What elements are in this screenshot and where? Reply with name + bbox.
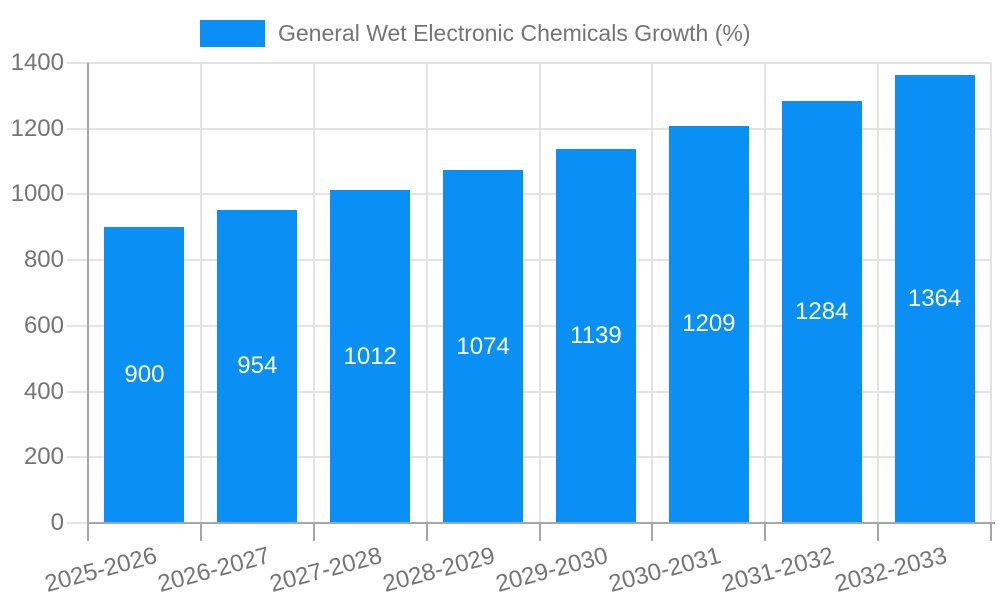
y-axis-tick bbox=[67, 193, 88, 196]
x-axis-tick bbox=[425, 523, 428, 541]
y-axis-tick bbox=[67, 62, 88, 64]
gridline-vertical bbox=[877, 63, 880, 523]
y-axis-label: 600 bbox=[23, 311, 64, 339]
y-axis-line bbox=[87, 63, 89, 541]
x-axis-label: 2026-2027 bbox=[154, 542, 273, 598]
y-axis-label: 400 bbox=[23, 377, 64, 405]
x-axis-label: 2032-2033 bbox=[831, 542, 950, 598]
legend-swatch-icon bbox=[200, 20, 265, 47]
bar[interactable]: 954 bbox=[217, 209, 298, 523]
x-axis-label: 2027-2028 bbox=[267, 542, 386, 598]
bar-value-label: 1364 bbox=[907, 284, 962, 312]
bar-value-label: 1012 bbox=[343, 342, 397, 370]
bar[interactable]: 900 bbox=[104, 227, 185, 523]
y-axis-tick bbox=[67, 456, 88, 459]
gridline-vertical bbox=[651, 63, 654, 523]
x-axis-line bbox=[87, 522, 995, 524]
bar[interactable]: 1364 bbox=[894, 74, 975, 523]
y-axis-tick bbox=[67, 127, 88, 130]
gridline-vertical bbox=[312, 63, 315, 523]
bar-value-label: 900 bbox=[124, 361, 165, 389]
gridline-vertical bbox=[538, 63, 541, 523]
bar[interactable]: 1209 bbox=[668, 125, 749, 523]
y-axis-label: 0 bbox=[50, 509, 64, 536]
x-axis-tick bbox=[538, 523, 541, 541]
bar[interactable]: 1074 bbox=[443, 170, 524, 523]
y-axis-label: 1400 bbox=[10, 49, 64, 76]
x-axis-tick bbox=[990, 523, 992, 541]
y-axis-tick bbox=[67, 324, 88, 327]
y-axis-label: 200 bbox=[23, 443, 64, 471]
gridline-vertical bbox=[425, 63, 428, 523]
bar-value-label: 1209 bbox=[682, 310, 736, 338]
x-axis-tick bbox=[312, 523, 315, 541]
gridline-vertical bbox=[199, 63, 202, 523]
gridline-vertical bbox=[764, 63, 767, 523]
x-axis-tick bbox=[199, 523, 202, 541]
legend[interactable]: General Wet Electronic Chemicals Growth … bbox=[200, 20, 751, 47]
bar[interactable]: 1012 bbox=[330, 190, 411, 523]
gridline-vertical bbox=[990, 63, 992, 523]
bar-value-label: 1074 bbox=[456, 332, 510, 360]
y-axis-tick bbox=[67, 522, 88, 524]
x-axis-label: 2031-2032 bbox=[718, 542, 837, 598]
y-axis-tick bbox=[67, 390, 88, 393]
legend-label: General Wet Electronic Chemicals Growth … bbox=[278, 20, 751, 46]
y-axis-label: 800 bbox=[23, 246, 64, 274]
bar[interactable]: 1284 bbox=[781, 101, 862, 523]
bar-value-label: 954 bbox=[237, 352, 278, 380]
bar-value-label: 1284 bbox=[794, 298, 849, 326]
x-axis-tick bbox=[651, 523, 654, 541]
x-axis-tick bbox=[764, 523, 767, 541]
bar-value-label: 1139 bbox=[570, 321, 622, 349]
y-axis-label: 1200 bbox=[10, 114, 64, 142]
x-axis-tick bbox=[877, 523, 880, 541]
x-axis-label: 2025-2026 bbox=[41, 542, 160, 598]
y-axis-label: 1000 bbox=[10, 180, 64, 208]
y-axis-tick bbox=[67, 259, 88, 262]
x-axis-label: 2030-2031 bbox=[605, 542, 724, 598]
bar[interactable]: 1139 bbox=[555, 148, 636, 523]
x-axis-label: 2028-2029 bbox=[380, 542, 499, 598]
x-axis-label: 2029-2030 bbox=[493, 542, 611, 598]
